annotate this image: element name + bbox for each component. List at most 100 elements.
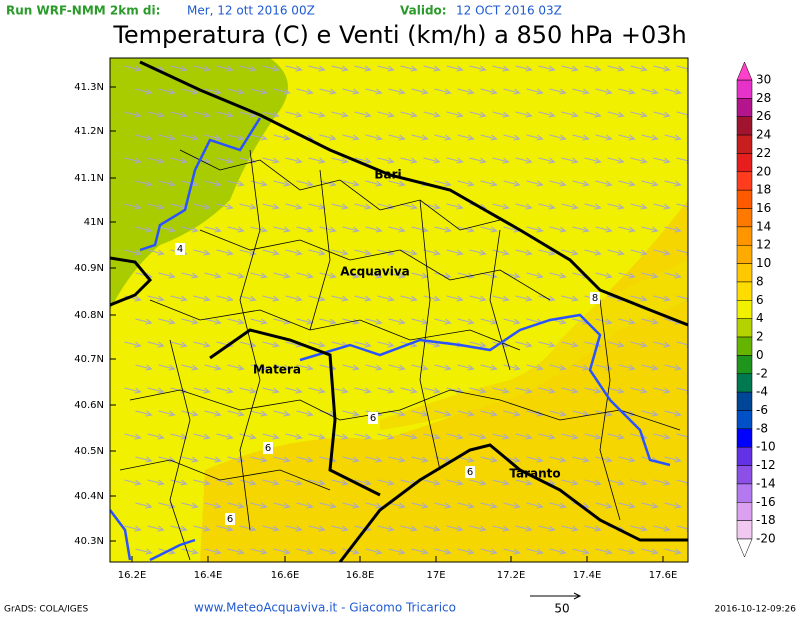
wind-arrow — [227, 88, 245, 95]
wind-arrow — [687, 410, 688, 412]
wind-arrow — [630, 203, 648, 210]
wind-arrow — [216, 65, 234, 72]
wind-arrow — [204, 318, 222, 325]
wind-arrow — [388, 364, 406, 371]
wind-arrow — [331, 249, 349, 256]
wind-arrow — [653, 203, 671, 210]
wind-arrow — [607, 157, 625, 164]
wind-arrow — [423, 295, 441, 302]
wind-arrow — [538, 433, 556, 440]
wind-arrow — [538, 157, 556, 164]
wind-arrow — [216, 203, 234, 210]
colorbar-label: 4 — [756, 311, 764, 325]
wind-arrow — [377, 525, 395, 532]
wind-arrow — [561, 341, 579, 348]
wind-arrow — [296, 180, 314, 187]
wind-arrow — [204, 272, 222, 279]
wind-arrow — [296, 88, 314, 95]
colorbar-cell — [736, 502, 753, 521]
wind-arrow — [446, 525, 464, 532]
wind-arrow — [354, 111, 372, 118]
colorbar-label: -14 — [756, 476, 776, 490]
wind-arrow — [377, 387, 395, 394]
wind-arrow — [262, 295, 280, 302]
wind-arrow — [135, 318, 153, 325]
wind-arrow — [193, 479, 211, 486]
wind-arrow — [181, 272, 199, 279]
wind-arrow — [503, 88, 521, 95]
wind-arrow — [204, 456, 222, 463]
wind-arrow — [400, 111, 418, 118]
contour-label: 8 — [592, 293, 598, 304]
wind-arrow — [549, 456, 567, 463]
colorbar-cell — [736, 79, 753, 99]
wind-arrow — [687, 502, 688, 504]
wind-arrow — [653, 111, 671, 118]
wind-arrow — [446, 157, 464, 164]
wind-arrow — [308, 479, 326, 486]
wind-arrow — [342, 456, 360, 463]
wind-arrow — [549, 180, 567, 187]
wind-arrow — [308, 65, 326, 72]
wind-arrow — [262, 525, 280, 532]
wind-arrow — [515, 341, 533, 348]
wind-arrow — [630, 157, 648, 164]
wind-arrow — [365, 272, 383, 279]
wind-arrow — [147, 479, 165, 486]
wind-arrow — [388, 502, 406, 509]
wind-arrow — [204, 226, 222, 233]
wind-arrow — [538, 525, 556, 532]
wind-arrow — [296, 410, 314, 417]
colorbar-label: 16 — [756, 201, 771, 215]
wind-arrow — [595, 502, 613, 509]
wind-arrow — [584, 387, 602, 394]
wind-arrow — [239, 525, 257, 532]
colorbar-cell — [736, 520, 753, 540]
wind-arrow — [618, 548, 636, 555]
lat-tick-label: 40.6N — [74, 400, 104, 411]
wind-arrow — [365, 318, 383, 325]
field-green — [110, 58, 288, 310]
wind-arrow — [170, 65, 188, 72]
colorbar-label: -4 — [756, 385, 768, 399]
wind-arrow — [124, 479, 142, 486]
wind-arrow — [446, 203, 464, 210]
lon-tick-label: 17.6E — [649, 570, 678, 581]
wind-arrow — [538, 387, 556, 394]
wind-arrow — [250, 548, 268, 555]
wind-arrow — [273, 364, 291, 371]
lat-tick-label: 40.4N — [74, 491, 104, 502]
scale-label: 50 — [554, 602, 569, 616]
wind-arrow — [549, 226, 567, 233]
colorbar-cell — [736, 410, 753, 430]
wind-arrow — [342, 364, 360, 371]
wind-arrow — [653, 65, 671, 72]
wind-arrow — [319, 272, 337, 279]
wind-arrow — [572, 226, 590, 233]
wind-arrow — [262, 387, 280, 394]
city-label: Bari — [374, 168, 401, 182]
wind-arrow — [434, 548, 452, 555]
wind-arrow — [388, 88, 406, 95]
wind-arrow — [446, 111, 464, 118]
wind-arrow — [170, 157, 188, 164]
wind-arrow — [607, 249, 625, 256]
colorbar-cell — [736, 318, 753, 338]
wind-arrow — [411, 364, 429, 371]
wind-arrow — [434, 318, 452, 325]
colorbar-label: -16 — [756, 495, 776, 509]
wind-arrow — [457, 272, 475, 279]
wind-arrow — [515, 111, 533, 118]
wind-arrow — [285, 525, 303, 532]
wind-arrow — [250, 180, 268, 187]
wind-arrow — [124, 525, 142, 532]
wind-arrow — [607, 203, 625, 210]
wind-arrow — [572, 548, 590, 555]
wind-arrow — [365, 180, 383, 187]
lat-tick-label: 40.9N — [74, 263, 104, 274]
wind-arrow — [331, 387, 349, 394]
wind-arrow — [423, 341, 441, 348]
wind-arrow — [158, 88, 176, 95]
wind-arrow — [641, 364, 659, 371]
wind-arrow — [653, 479, 671, 486]
